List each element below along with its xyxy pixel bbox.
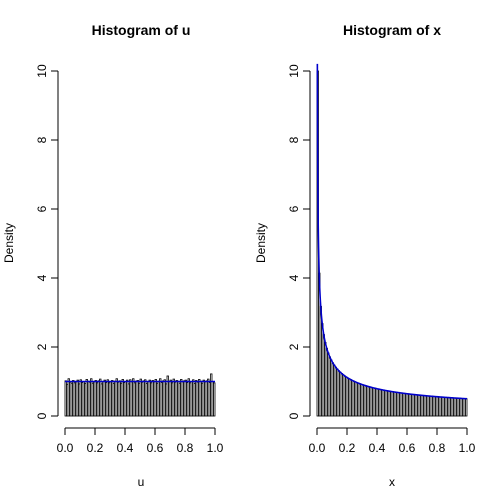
x-tick-label: 0.4 <box>117 441 134 455</box>
x-axis-label-u: u <box>138 475 145 489</box>
x-axis-ticks-x: 0.0 0.2 0.4 0.6 0.8 1.0 <box>309 428 476 455</box>
x-tick-label: 0.6 <box>147 441 164 455</box>
chart-title-u: Histogram of u <box>92 22 191 38</box>
x-tick-label: 0.8 <box>429 441 446 455</box>
y-axis-label-x: Density <box>254 223 268 263</box>
x-tick-label: 0.0 <box>309 441 326 455</box>
y-axis-ticks-u: 0 2 4 6 8 10 <box>35 64 58 419</box>
y-tick-label: 0 <box>35 412 49 419</box>
y-axis-label-u: Density <box>2 223 16 263</box>
y-tick-label: 10 <box>287 64 301 78</box>
x-tick-label: 0.4 <box>369 441 386 455</box>
x-tick-label: 1.0 <box>207 441 224 455</box>
y-tick-label: 4 <box>287 274 301 281</box>
histogram-u-panel: Histogram of u 0 2 4 6 8 10 0.0 0.2 0.4 0.6 0.8 1.… <box>2 22 224 489</box>
x-axis-label-x: x <box>389 475 395 489</box>
y-tick-label: 6 <box>35 205 49 212</box>
x-tick-label: 0.2 <box>339 441 356 455</box>
histogram-bar <box>213 382 216 417</box>
chart-title-x: Histogram of x <box>343 22 441 38</box>
y-tick-label: 4 <box>35 274 49 281</box>
histogram-x-panel: Histogram of x 0 2 4 6 8 10 0.0 0.2 0.4 0.6 0.8 1.… <box>254 22 476 489</box>
x-axis-ticks-u: 0.0 0.2 0.4 0.6 0.8 1.0 <box>57 428 224 455</box>
x-tick-label: 0.0 <box>57 441 74 455</box>
histogram-u-bars <box>64 373 216 417</box>
y-tick-label: 2 <box>35 343 49 350</box>
y-tick-label: 0 <box>287 412 301 419</box>
y-tick-label: 8 <box>35 136 49 143</box>
y-tick-label: 2 <box>287 343 301 350</box>
x-tick-label: 0.6 <box>399 441 416 455</box>
y-tick-label: 10 <box>35 64 49 78</box>
density-line-x <box>316 63 468 400</box>
x-tick-label: 1.0 <box>459 441 476 455</box>
x-tick-label: 0.8 <box>177 441 194 455</box>
histogram-bar <box>465 398 468 417</box>
histogram-x-bars <box>316 70 468 417</box>
y-tick-label: 6 <box>287 205 301 212</box>
y-axis-ticks-x: 0 2 4 6 8 10 <box>287 64 310 419</box>
x-tick-label: 0.2 <box>87 441 104 455</box>
y-tick-label: 8 <box>287 136 301 143</box>
